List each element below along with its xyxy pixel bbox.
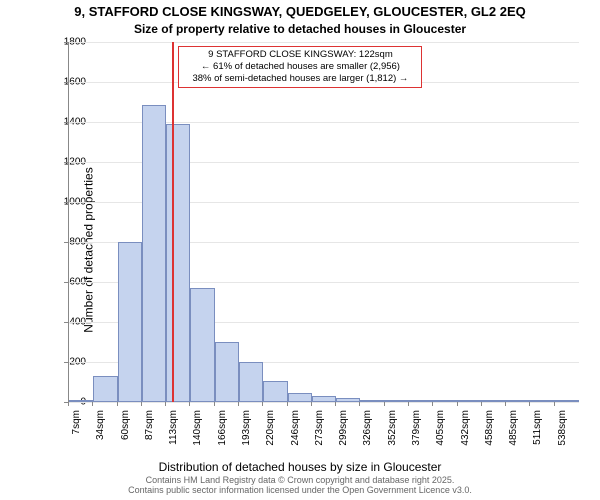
- x-axis-label: Distribution of detached houses by size …: [0, 460, 600, 474]
- x-tick-mark: [214, 402, 215, 406]
- x-tick-mark: [141, 402, 142, 406]
- x-tick-label: 60sqm: [120, 410, 131, 460]
- x-tick-label: 113sqm: [168, 410, 179, 460]
- histogram-bar: [118, 242, 142, 402]
- footer-line-1: Contains HM Land Registry data © Crown c…: [146, 475, 455, 485]
- histogram-bar: [93, 376, 117, 402]
- histogram-bar: [336, 398, 360, 402]
- x-tick-label: 511sqm: [532, 410, 543, 460]
- annotation-line-1: 9 STAFFORD CLOSE KINGSWAY: 122sqm: [208, 49, 393, 60]
- x-tick-label: 273sqm: [314, 410, 325, 460]
- chart-plot-area: 9 STAFFORD CLOSE KINGSWAY: 122sqm← 61% o…: [68, 42, 579, 403]
- x-tick-mark: [262, 402, 263, 406]
- x-tick-label: 299sqm: [338, 410, 349, 460]
- x-tick-label: 166sqm: [217, 410, 228, 460]
- x-tick-mark: [335, 402, 336, 406]
- x-tick-label: 485sqm: [508, 410, 519, 460]
- x-tick-label: 34sqm: [95, 410, 106, 460]
- histogram-bar: [555, 400, 579, 402]
- histogram-bar: [142, 105, 166, 402]
- footer-line-2: Contains public sector information licen…: [128, 485, 472, 495]
- histogram-bar: [166, 124, 190, 402]
- x-tick-label: 7sqm: [71, 410, 82, 460]
- annotation-line-2: ← 61% of detached houses are smaller (2,…: [201, 61, 400, 72]
- histogram-bar: [215, 342, 239, 402]
- histogram-bar: [360, 400, 384, 402]
- x-tick-label: 87sqm: [144, 410, 155, 460]
- x-tick-mark: [359, 402, 360, 406]
- x-tick-mark: [287, 402, 288, 406]
- histogram-bar: [458, 400, 482, 402]
- histogram-bar: [288, 393, 312, 402]
- x-tick-mark: [505, 402, 506, 406]
- gridline: [69, 42, 579, 43]
- chart-title-main: 9, STAFFORD CLOSE KINGSWAY, QUEDGELEY, G…: [0, 4, 600, 19]
- gridline: [69, 402, 579, 403]
- x-tick-label: 220sqm: [265, 410, 276, 460]
- histogram-bar: [482, 400, 506, 402]
- histogram-bar: [69, 400, 93, 402]
- x-tick-mark: [311, 402, 312, 406]
- x-tick-mark: [554, 402, 555, 406]
- x-tick-label: 246sqm: [290, 410, 301, 460]
- x-tick-mark: [481, 402, 482, 406]
- histogram-bar: [530, 400, 554, 402]
- histogram-bar: [263, 381, 287, 402]
- x-tick-mark: [408, 402, 409, 406]
- x-tick-mark: [384, 402, 385, 406]
- histogram-bar: [239, 362, 263, 402]
- x-tick-label: 538sqm: [557, 410, 568, 460]
- annotation-line-3: 38% of semi-detached houses are larger (…: [192, 73, 408, 84]
- histogram-bar: [409, 400, 433, 402]
- histogram-bar: [385, 400, 409, 402]
- x-tick-mark: [189, 402, 190, 406]
- x-tick-mark: [457, 402, 458, 406]
- histogram-bar: [312, 396, 336, 402]
- x-tick-mark: [165, 402, 166, 406]
- property-marker-line: [172, 42, 174, 402]
- chart-footer: Contains HM Land Registry data © Crown c…: [0, 476, 600, 496]
- x-tick-label: 352sqm: [387, 410, 398, 460]
- x-tick-label: 458sqm: [484, 410, 495, 460]
- x-tick-mark: [529, 402, 530, 406]
- x-tick-mark: [68, 402, 69, 406]
- x-tick-mark: [432, 402, 433, 406]
- x-tick-label: 193sqm: [241, 410, 252, 460]
- x-tick-label: 379sqm: [411, 410, 422, 460]
- x-tick-mark: [92, 402, 93, 406]
- x-tick-label: 140sqm: [192, 410, 203, 460]
- x-tick-mark: [238, 402, 239, 406]
- annotation-box: 9 STAFFORD CLOSE KINGSWAY: 122sqm← 61% o…: [178, 46, 422, 88]
- chart-title-sub: Size of property relative to detached ho…: [0, 22, 600, 36]
- x-tick-label: 405sqm: [435, 410, 446, 460]
- histogram-bar: [190, 288, 214, 402]
- x-tick-label: 326sqm: [362, 410, 373, 460]
- x-tick-mark: [117, 402, 118, 406]
- histogram-bar: [506, 400, 530, 402]
- histogram-bar: [433, 400, 457, 402]
- x-tick-label: 432sqm: [460, 410, 471, 460]
